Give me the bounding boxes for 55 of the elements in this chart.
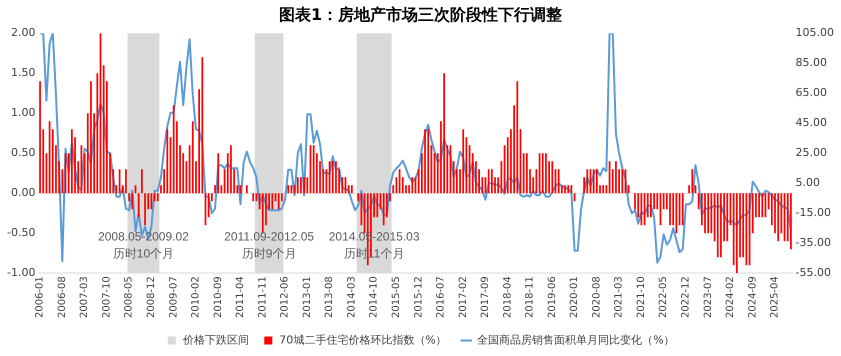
x-tick-label: 2018-04 — [502, 276, 514, 318]
x-tick-label: 2020-08 — [591, 276, 602, 318]
x-tick-label: 2021-03 — [614, 276, 625, 318]
x-tick-label: 2011-04 — [235, 276, 246, 318]
x-tick-label: 2015-12 — [413, 276, 424, 318]
x-tick-label: 2010-09 — [212, 276, 224, 318]
y-tick-label: 1.00 — [10, 106, 36, 120]
y-tick-label: -0.50 — [6, 226, 36, 240]
x-tick-label: 2015-05 — [390, 276, 402, 318]
x-tick-label: 2022-05 — [658, 276, 670, 318]
y-tick-label: 0.50 — [10, 146, 36, 160]
x-tick-label: 2011-11 — [257, 276, 268, 318]
x-tick-label: 2021-10 — [636, 276, 647, 318]
x-tick-label: 2008-05 — [124, 276, 135, 318]
y2-tick-label: 105.00 — [796, 26, 834, 40]
x-tick-label: 2007-03 — [79, 276, 90, 318]
x-tick-label: 2018-11 — [524, 276, 536, 318]
x-tick-label: 2017-09 — [480, 276, 492, 318]
y2-tick-label: 5.00 — [796, 176, 820, 190]
x-tick-label: 2024-02 — [725, 276, 736, 318]
y2-tick-label: 45.00 — [796, 116, 828, 130]
y-tick-label: 1.50 — [10, 66, 36, 80]
legend-label: 全国商品房销售面积单月同比变化（%） — [477, 333, 675, 346]
y-tick-label: 0.00 — [10, 186, 36, 200]
x-tick-label: 2025-04 — [770, 276, 781, 318]
x-tick-label: 2010-02 — [190, 276, 202, 318]
x-tick-label: 2017-02 — [458, 276, 469, 318]
x-tick-label: 2013-01 — [302, 276, 313, 318]
x-tick-label: 2014-03 — [346, 276, 358, 318]
x-tick-label: 2014-10 — [368, 276, 380, 318]
x-tick-label: 2006-01 — [34, 276, 46, 318]
x-tick-label: 2022-12 — [680, 276, 692, 318]
x-tick-label: 2019-06 — [546, 276, 558, 318]
x-tick-label: 2007-10 — [101, 276, 112, 318]
y2-tick-label: -55.00 — [796, 266, 831, 280]
x-tick-label: 2009-07 — [168, 276, 180, 318]
x-tick-label: 2008-12 — [146, 276, 158, 318]
legend-label: 70城二手住宅价格环比指数（%） — [279, 333, 447, 346]
x-tick-label: 2006-08 — [56, 276, 68, 318]
chart-title: 图表1：房地产市场三次阶段性下行调整 — [278, 4, 562, 24]
y2-tick-label: 25.00 — [796, 146, 828, 160]
y2-tick-label: 65.00 — [796, 86, 828, 100]
x-tick-label: 2013-08 — [324, 276, 336, 318]
x-tick-label: 2023-07 — [702, 276, 714, 318]
x-tick-label: 2012-06 — [280, 276, 291, 318]
y2-tick-label: -15.00 — [796, 206, 831, 220]
y-tick-label: 2.00 — [10, 26, 36, 40]
annotation: 2011.09-2012.05 历时9个月 — [224, 230, 314, 261]
x-tick-label: 2024-09 — [747, 276, 758, 318]
x-tick-label: 2020-01 — [569, 276, 580, 318]
y2-tick-label: 85.00 — [796, 56, 828, 70]
y2-tick-label: -35.00 — [796, 236, 831, 250]
y-tick-label: -1.00 — [6, 266, 36, 280]
legend-label: 价格下跌区间 — [182, 333, 249, 346]
x-tick-label: 2016-07 — [436, 276, 447, 318]
